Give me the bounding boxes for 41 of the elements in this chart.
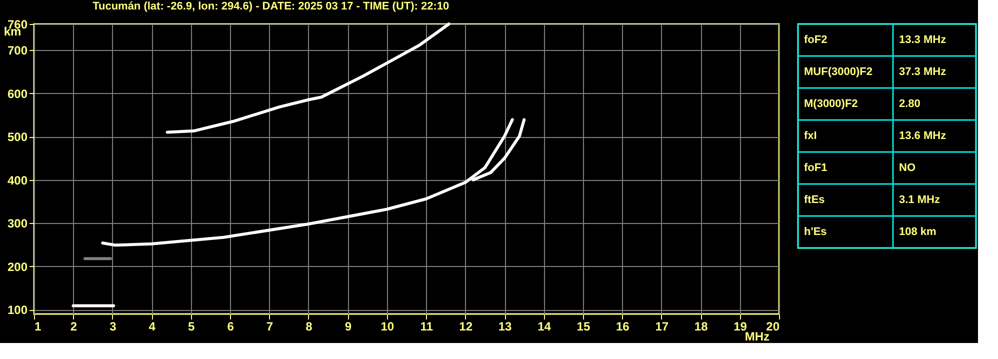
text: foF1	[804, 162, 828, 174]
x-tick-label: 1	[34, 320, 42, 334]
text: MUF(3000)F2	[804, 66, 872, 78]
y-tick-label: 300	[7, 216, 28, 231]
text: 108 km	[899, 226, 937, 238]
text: 13.6 MHz	[899, 130, 947, 142]
x-tick-label: 6	[227, 320, 234, 334]
text: ftEs	[804, 194, 825, 206]
x-tick-label: 8	[306, 320, 313, 334]
chart-title: Tucumán (lat: -26.9, lon: 294.6) - DATE: 2025 03 17 - TIME (UT): 22:10	[92, 0, 450, 12]
x-tick-label: 3	[110, 320, 117, 334]
x-tick-label: 18	[694, 320, 708, 334]
y-tick-label: 100	[7, 303, 28, 318]
text: h'Es	[804, 226, 827, 238]
text: 13.3 MHz	[899, 34, 947, 46]
text: foF2	[804, 34, 828, 46]
x-tick-label: 10	[380, 320, 394, 334]
text: fxI	[804, 130, 817, 142]
text: M(3000)F2	[804, 98, 858, 110]
x-tick-label: 5	[188, 320, 195, 334]
y-tick-label: 400	[7, 173, 28, 188]
x-tick-label: 12	[459, 320, 473, 334]
x-tick-label: 7	[266, 320, 274, 334]
y-tick-label: 700	[7, 43, 28, 58]
text: 2.80	[899, 98, 920, 110]
y-tick-label: 500	[7, 130, 28, 144]
x-tick-label: 19	[734, 320, 748, 334]
text: 37.3 MHz	[899, 66, 947, 78]
y-tick-label: 200	[7, 260, 28, 274]
x-tick-label: 16	[616, 320, 630, 334]
y-tick-label: 600	[7, 86, 28, 101]
x-tick-label: 4	[148, 320, 156, 334]
x-tick-label: 17	[655, 320, 669, 334]
x-tick-label: 11	[420, 320, 434, 334]
text: 3.1 MHz	[899, 194, 940, 206]
text: NO	[899, 162, 916, 174]
x-tick-label: 9	[344, 320, 352, 334]
x-tick-label: 15	[576, 320, 590, 334]
x-tick-label: 13	[498, 320, 512, 334]
x-tick-label: 2	[70, 320, 78, 334]
x-tick-label: 14	[538, 320, 552, 334]
